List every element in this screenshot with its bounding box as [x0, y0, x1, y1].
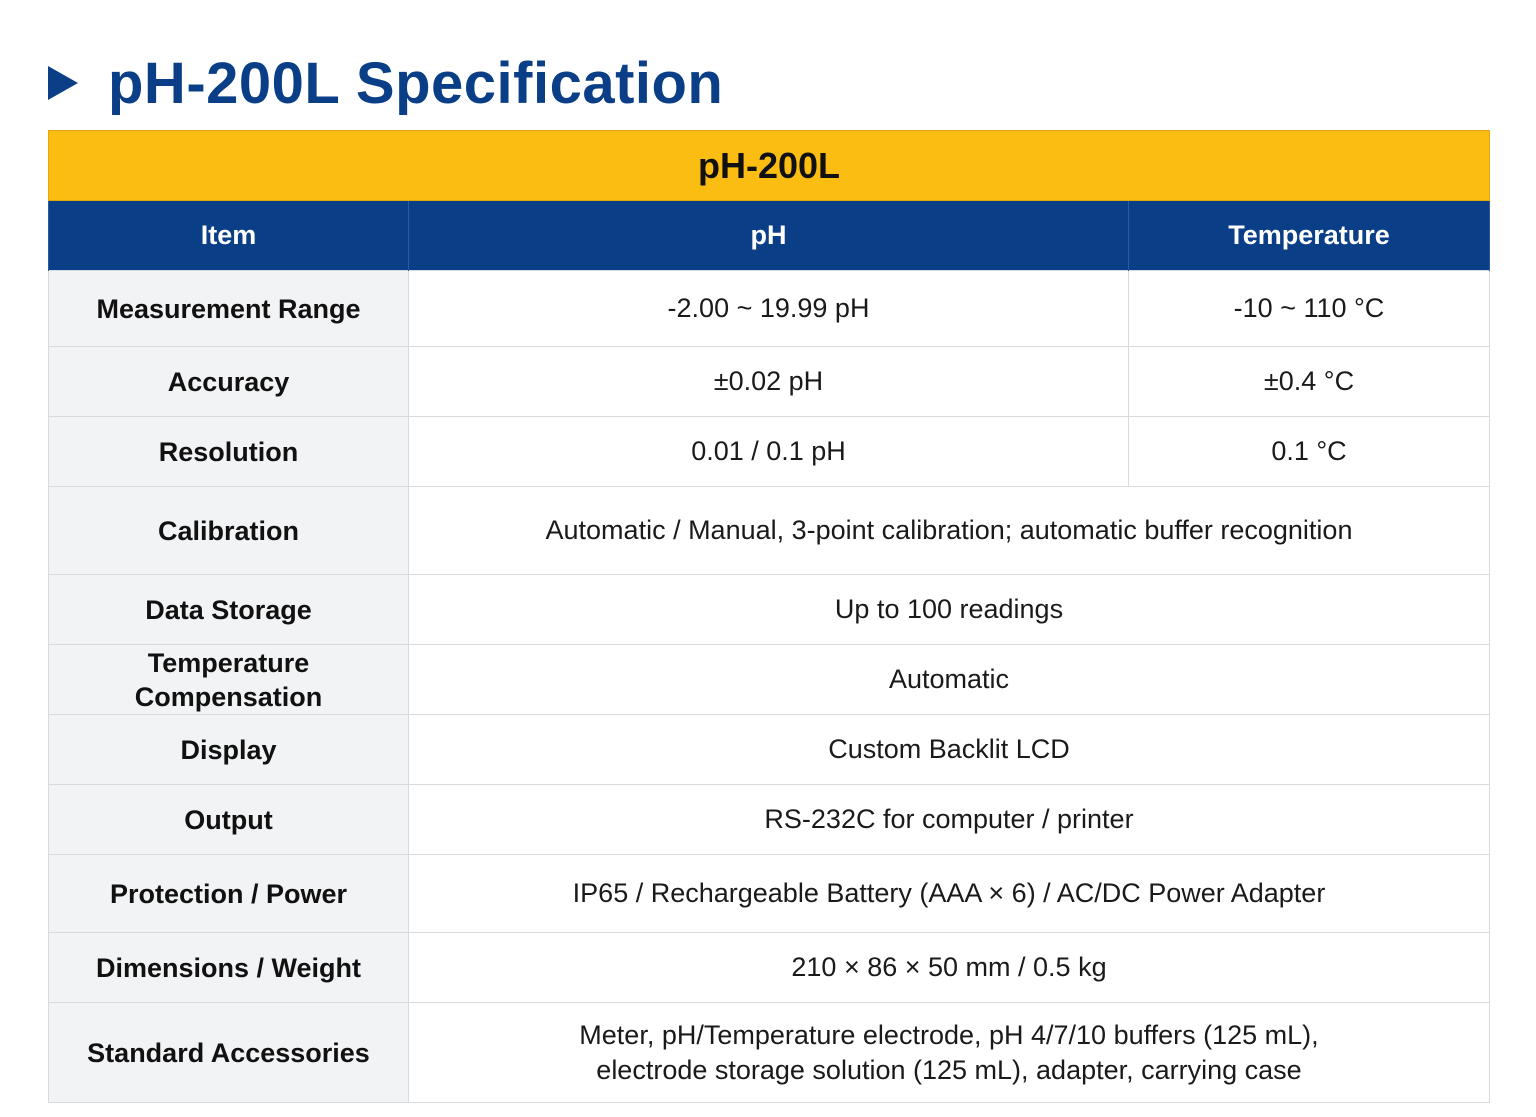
row-label: Display: [48, 714, 409, 785]
row-label: Calibration: [48, 486, 409, 575]
model-name: pH-200L: [48, 130, 1490, 201]
ph-value: 0.01 / 0.1 pH: [408, 416, 1129, 487]
row-value: Up to 100 readings: [408, 574, 1490, 645]
temperature-value: -10 ~ 110 °C: [1128, 270, 1490, 347]
table-row-protection-power: Protection / Power IP65 / Rechargeable B…: [48, 854, 1490, 933]
page-title: pH-200L Specification: [108, 50, 724, 116]
row-label-line: Temperature: [147, 647, 310, 678]
row-label: Measurement Range: [48, 270, 409, 347]
model-row: pH-200L: [48, 130, 1490, 201]
row-value: Automatic / Manual, 3-point calibration;…: [408, 486, 1490, 575]
temperature-value: ±0.4 °C: [1128, 346, 1490, 417]
column-header-ph: pH: [408, 200, 1129, 271]
table-row-temperature-compensation: Temperature Compensation Automatic: [48, 644, 1490, 715]
triangle-right-icon: [48, 66, 78, 100]
row-label: Dimensions / Weight: [48, 932, 409, 1003]
row-label: Temperature Compensation: [48, 644, 409, 715]
table-row-measurement-range: Measurement Range -2.00 ~ 19.99 pH -10 ~…: [48, 270, 1490, 347]
page-header: pH-200L Specification: [48, 48, 723, 118]
table-row-standard-accessories: Standard Accessories Meter, pH/Temperatu…: [48, 1002, 1490, 1103]
row-value-line: Meter, pH/Temperature electrode, pH 4/7/…: [579, 1019, 1319, 1050]
row-label-line: Compensation: [134, 681, 323, 712]
row-value: RS-232C for computer / printer: [408, 784, 1490, 855]
row-value: Automatic: [408, 644, 1490, 715]
column-header-temperature: Temperature: [1128, 200, 1490, 271]
spec-table: pH-200L Item pH Temperature Measurement …: [48, 130, 1490, 1103]
table-row-data-storage: Data Storage Up to 100 readings: [48, 574, 1490, 645]
row-label: Accuracy: [48, 346, 409, 417]
row-label: Data Storage: [48, 574, 409, 645]
row-value: Meter, pH/Temperature electrode, pH 4/7/…: [408, 1002, 1490, 1103]
row-label: Standard Accessories: [48, 1002, 409, 1103]
table-row-display: Display Custom Backlit LCD: [48, 714, 1490, 785]
table-row-calibration: Calibration Automatic / Manual, 3-point …: [48, 486, 1490, 575]
column-header-row: Item pH Temperature: [48, 200, 1490, 271]
row-value: Custom Backlit LCD: [408, 714, 1490, 785]
temperature-value: 0.1 °C: [1128, 416, 1490, 487]
table-row-resolution: Resolution 0.01 / 0.1 pH 0.1 °C: [48, 416, 1490, 487]
table-row-accuracy: Accuracy ±0.02 pH ±0.4 °C: [48, 346, 1490, 417]
ph-value: -2.00 ~ 19.99 pH: [408, 270, 1129, 347]
row-label: Output: [48, 784, 409, 855]
row-value: 210 × 86 × 50 mm / 0.5 kg: [408, 932, 1490, 1003]
row-value: IP65 / Rechargeable Battery (AAA × 6) / …: [408, 854, 1490, 933]
table-row-output: Output RS-232C for computer / printer: [48, 784, 1490, 855]
row-label: Protection / Power: [48, 854, 409, 933]
row-value-line: electrode storage solution (125 mL), ada…: [596, 1054, 1302, 1085]
ph-value: ±0.02 pH: [408, 346, 1129, 417]
column-header-item: Item: [48, 200, 409, 271]
table-row-dimensions-weight: Dimensions / Weight 210 × 86 × 50 mm / 0…: [48, 932, 1490, 1003]
row-label: Resolution: [48, 416, 409, 487]
